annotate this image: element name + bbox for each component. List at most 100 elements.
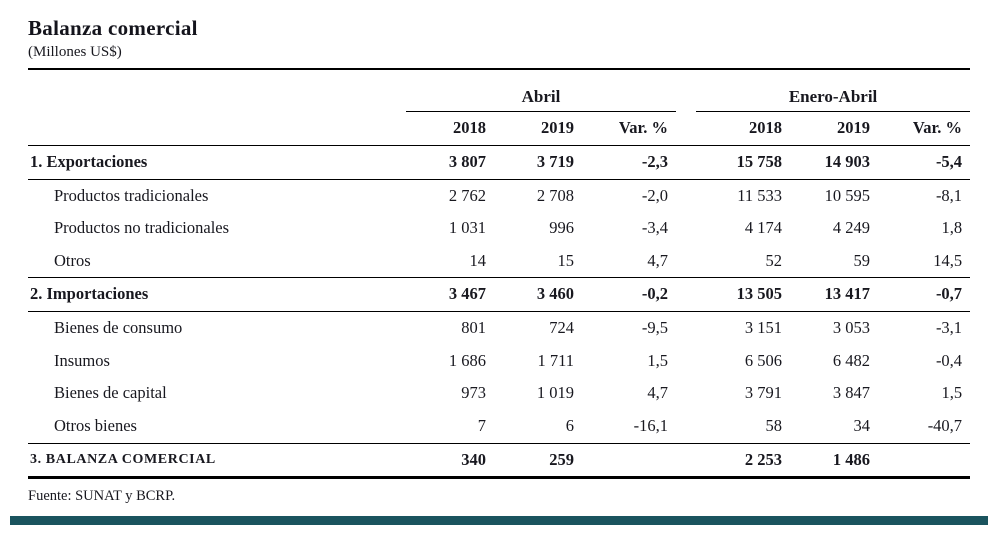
cell: -8,1: [935, 185, 963, 205]
cell: 11 533: [737, 185, 783, 205]
cell: 3 847: [832, 383, 871, 403]
cell: 2 253: [696, 443, 791, 480]
cell: -3,4: [641, 218, 669, 238]
cell: -2,3: [582, 145, 677, 180]
row-label: Bienes de capital: [54, 383, 167, 403]
cell: 4,7: [647, 383, 669, 403]
empty-corner-cell: [28, 80, 406, 112]
cell: 340: [406, 443, 494, 480]
cell: 4 249: [832, 218, 871, 238]
cell: 7: [406, 409, 494, 444]
cell: 2 762: [448, 185, 486, 205]
cell: 3 807: [406, 145, 494, 180]
cell: 1 486: [790, 443, 879, 480]
cell: -3,1: [935, 318, 963, 337]
row-label: Otros: [28, 244, 406, 279]
cell: -0,2: [582, 277, 677, 312]
cell: 10 595: [824, 185, 871, 205]
page-subtitle: (Millones US$): [28, 44, 122, 60]
column-group-row: Abril Enero-Abril: [28, 80, 971, 113]
col-header-enero-2018: 2018: [696, 111, 791, 146]
cell: -0,7: [878, 277, 971, 312]
cell: 52: [696, 244, 791, 279]
group-spacer: [676, 443, 697, 480]
cell: 1 686: [448, 350, 486, 370]
cell: 14,5: [878, 244, 971, 279]
cell: 801: [461, 318, 486, 337]
cell: 14 903: [790, 145, 879, 180]
row-label: 3. BALANZA COMERCIAL: [28, 443, 406, 480]
cell: 2 708: [536, 185, 574, 205]
cell: 1 019: [536, 383, 574, 403]
cell: -40,7: [878, 409, 971, 444]
table-row-exportaciones: 1. Exportaciones 3 807 3 719 -2,3 15 758…: [28, 145, 971, 180]
row-label: Productos no tradicionales: [54, 218, 230, 238]
group-spacer: [676, 377, 696, 410]
col-header-abril-2018: 2018: [406, 111, 494, 146]
col-group-abril: Abril: [406, 80, 677, 113]
col-header-enero-2019: 2019: [790, 111, 879, 146]
row-label: Productos tradicionales: [54, 185, 209, 205]
cell: -5,4: [878, 145, 971, 180]
table-row-insumos: Insumos 1 686 1 711 1,5 6 506 6 482 -0,4: [28, 345, 970, 378]
cell: 4,7: [582, 244, 677, 279]
cell: -9,5: [641, 318, 669, 337]
cell: 724: [549, 318, 574, 337]
cell: 1 711: [537, 350, 574, 370]
cell: 15: [494, 244, 582, 279]
cell: 6: [494, 409, 582, 444]
cell: 59: [790, 244, 879, 279]
table-row-productos-tradicionales: Productos tradicionales 2 762 2 708 -2,0…: [28, 179, 970, 212]
cell: -0,4: [935, 350, 963, 370]
cell: 3 053: [832, 318, 871, 337]
table-row-balanza-comercial: 3. BALANZA COMERCIAL 340 259 2 253 1 486: [28, 443, 971, 480]
table-row-productos-no-tradicionales: Productos no tradicionales 1 031 996 -3,…: [28, 212, 970, 245]
empty-label-cell: [28, 111, 406, 146]
header-rule: [28, 68, 970, 70]
table-row-otros: Otros 14 15 4,7 52 59 14,5: [28, 244, 971, 279]
cell: 34: [790, 409, 879, 444]
cell: [582, 443, 677, 480]
source-note: Fuente: SUNAT y BCRP.: [28, 488, 176, 505]
group-spacer: [676, 244, 697, 279]
cell: 4 174: [744, 218, 783, 238]
col-header-abril-2019: 2019: [494, 111, 582, 146]
cell: 1 031: [448, 218, 486, 238]
row-label: 1. Exportaciones: [28, 145, 406, 180]
column-header-row: 2018 2019 Var. % 2018 2019 Var. %: [28, 111, 971, 146]
cell: 3 791: [744, 383, 783, 403]
cell: 259: [494, 443, 582, 480]
cell: 1,5: [647, 350, 669, 370]
row-label: 2. Importaciones: [28, 277, 406, 312]
table-row-otros-bienes: Otros bienes 7 6 -16,1 58 34 -40,7: [28, 409, 971, 444]
group-spacer: [676, 345, 696, 378]
cell: 15 758: [696, 145, 791, 180]
group-spacer: [676, 80, 696, 112]
cell: 3 460: [494, 277, 582, 312]
group-spacer: [676, 145, 697, 180]
cell: 1,8: [941, 218, 963, 238]
cell: 6 482: [832, 350, 871, 370]
cell: 13 417: [790, 277, 879, 312]
cell: 3 467: [406, 277, 494, 312]
table-row-importaciones: 2. Importaciones 3 467 3 460 -0,2 13 505…: [28, 277, 971, 312]
group-spacer: [676, 212, 696, 245]
group-spacer: [676, 277, 697, 312]
cell: 973: [461, 383, 486, 403]
col-header-enero-var: Var. %: [878, 111, 971, 146]
col-header-abril-var: Var. %: [582, 111, 677, 146]
cell: 996: [549, 218, 574, 238]
cell: 3 719: [494, 145, 582, 180]
row-label: Insumos: [54, 350, 110, 370]
cell: 3 151: [744, 318, 783, 337]
group-spacer: [676, 111, 697, 146]
trade-balance-table: Abril Enero-Abril 2018 2019 Var. % 2018 …: [28, 80, 971, 480]
group-spacer: [676, 409, 697, 444]
group-spacer: [676, 312, 696, 345]
cell: -2,0: [641, 185, 669, 205]
bottom-accent-bar: [10, 516, 988, 525]
page-title: Balanza comercial: [28, 16, 198, 40]
cell: [878, 443, 971, 480]
group-spacer: [676, 179, 696, 212]
